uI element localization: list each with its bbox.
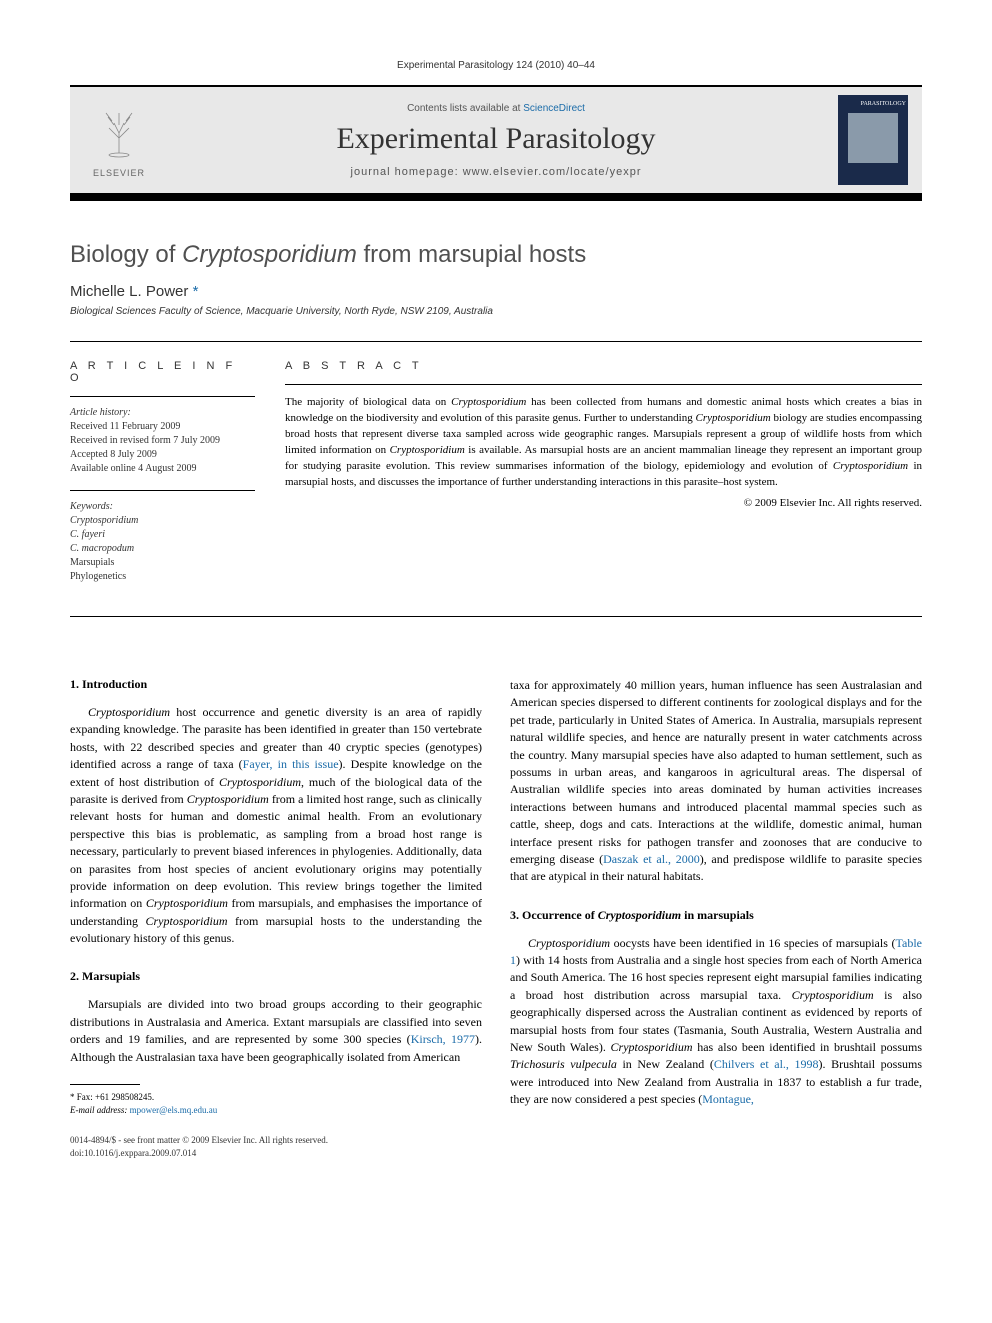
right-column: taxa for approximately 40 million years,… [510, 677, 922, 1116]
divider [70, 616, 922, 617]
author-affiliation: Biological Sciences Faculty of Science, … [70, 306, 922, 317]
citation-link[interactable]: Daszak et al., 2000 [603, 852, 700, 866]
sciencedirect-link[interactable]: ScienceDirect [523, 103, 585, 114]
page-footer: 0014-4894/$ - see front matter © 2009 El… [70, 1134, 922, 1159]
publisher-logo: ELSEVIER [84, 100, 154, 180]
publisher-name: ELSEVIER [93, 168, 145, 178]
footer-issn: 0014-4894/$ - see front matter © 2009 El… [70, 1134, 328, 1147]
text-span: Cryptosporidium [390, 444, 465, 456]
footnote-separator [70, 1084, 140, 1085]
section-3-heading: 3. Occurrence of Cryptosporidium in mars… [510, 908, 922, 923]
keywords-label: Keywords: [70, 501, 255, 512]
abstract-heading: A B S T R A C T [285, 360, 922, 372]
journal-masthead: ELSEVIER Contents lists available at Sci… [70, 87, 922, 193]
text-span: Cryptosporidium [88, 705, 170, 719]
footer-doi: doi:10.1016/j.exppara.2009.07.014 [70, 1147, 328, 1160]
corresponding-author-marker[interactable]: * [193, 283, 199, 300]
text-span: Cryptosporidium [451, 396, 526, 408]
text-span: Cryptosporidium [833, 460, 908, 472]
journal-homepage: journal homepage: www.elsevier.com/locat… [154, 166, 838, 178]
article-info-heading: A R T I C L E I N F O [70, 360, 255, 384]
history-line: Received 11 February 2009 [70, 420, 255, 434]
keyword: C. fayeri [70, 528, 255, 542]
text-span: taxa for approximately 40 million years,… [510, 678, 922, 866]
abstract-text: The majority of biological data on Crypt… [285, 395, 922, 491]
section-2-body: Marsupials are divided into two broad gr… [70, 996, 482, 1066]
keyword: Marsupials [70, 556, 255, 570]
text-span: in New Zealand ( [617, 1057, 714, 1071]
text-span: The majority of biological data on [285, 396, 451, 408]
text-span: oocysts have been identified in 16 speci… [610, 936, 896, 950]
citation-link[interactable]: Chilvers et al., 1998 [714, 1057, 819, 1071]
text-span: Cryptosporidium [792, 988, 874, 1002]
text-span: Cryptosporidium [146, 914, 228, 928]
citation-link[interactable]: Montague, [702, 1092, 754, 1106]
section-3-body: Cryptosporidium oocysts have been identi… [510, 935, 922, 1109]
author-email-link[interactable]: mpower@els.mq.edu.au [130, 1105, 218, 1115]
section-2-heading: 2. Marsupials [70, 969, 482, 984]
journal-title: Experimental Parasitology [154, 122, 838, 156]
text-span: Cryptosporidium [611, 1040, 693, 1054]
left-column: 1. Introduction Cryptosporidium host occ… [70, 677, 482, 1116]
keyword: Cryptosporidium [70, 514, 255, 528]
citation-link[interactable]: Fayer, in this issue [243, 757, 339, 771]
text-span: has also been identified in brushtail po… [693, 1040, 922, 1054]
elsevier-tree-icon [94, 103, 144, 168]
citation-link[interactable]: Kirsch, 1977 [411, 1032, 475, 1046]
text-span: Cryptosporidium [187, 792, 269, 806]
cover-label: PARASITOLOGY [840, 101, 906, 107]
text-span: from a limited host range, such as clini… [70, 792, 482, 910]
cover-image-icon [848, 113, 898, 163]
text-span: Cryptosporidium [528, 936, 610, 950]
keyword: Phylogenetics [70, 570, 255, 584]
section-1-body: Cryptosporidium host occurrence and gene… [70, 704, 482, 947]
text-span: Cryptosporidium [696, 412, 771, 424]
journal-cover-thumbnail: PARASITOLOGY [838, 95, 908, 185]
masthead-bottom-rule [70, 193, 922, 201]
contents-available-line: Contents lists available at ScienceDirec… [154, 103, 838, 114]
article-info-block: A R T I C L E I N F O Article history: R… [70, 360, 285, 598]
author-line: Michelle L. Power * [70, 283, 922, 300]
keyword: C. macropodum [70, 542, 255, 556]
article-title: Biology of Cryptosporidium from marsupia… [70, 241, 922, 269]
history-line: Available online 4 August 2009 [70, 462, 255, 476]
history-line: Received in revised form 7 July 2009 [70, 434, 255, 448]
section-1-heading: 1. Introduction [70, 677, 482, 692]
article-history-label: Article history: [70, 407, 255, 418]
text-span: Cryptosporidium [146, 896, 228, 910]
text-span: Cryptosporidium [219, 775, 301, 789]
history-line: Accepted 8 July 2009 [70, 448, 255, 462]
abstract-copyright: © 2009 Elsevier Inc. All rights reserved… [285, 497, 922, 509]
running-header: Experimental Parasitology 124 (2010) 40–… [70, 60, 922, 71]
section-2-continuation: taxa for approximately 40 million years,… [510, 677, 922, 886]
text-span: Trichosuris vulpecula [510, 1057, 617, 1071]
abstract-block: A B S T R A C T The majority of biologic… [285, 360, 922, 598]
corresponding-author-footnote: * Fax: +61 298508245. E-mail address: mp… [70, 1091, 482, 1116]
